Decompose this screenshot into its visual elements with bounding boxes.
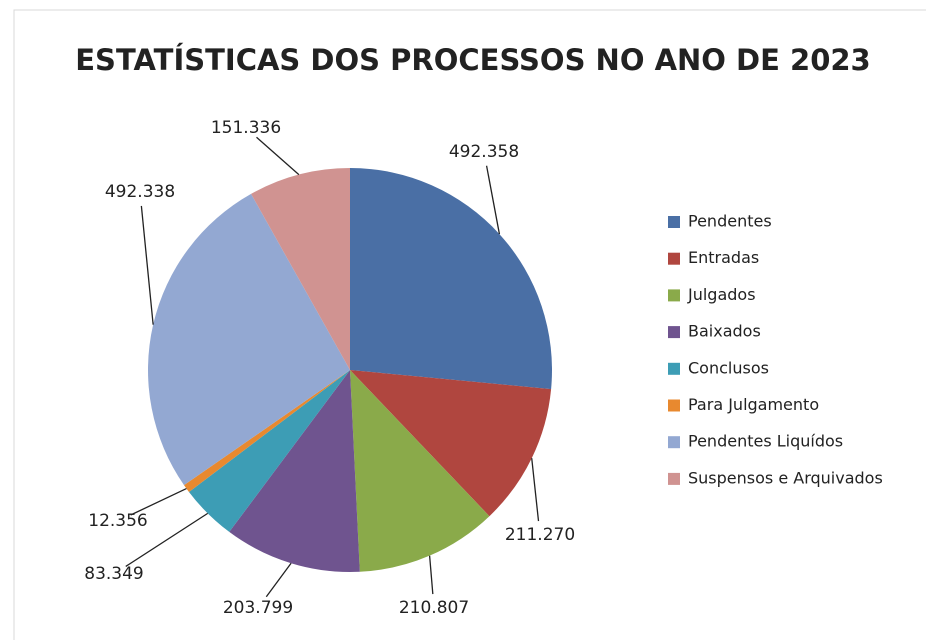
leader-line	[531, 458, 540, 522]
legend-label: Pendentes Liquídos	[688, 432, 843, 451]
data-label: 492.338	[105, 182, 175, 202]
pie-slice	[184, 370, 350, 492]
legend-swatch	[668, 326, 680, 339]
legend-swatch	[668, 472, 680, 485]
legend-swatch	[668, 216, 680, 228]
data-label: 203.799	[223, 598, 293, 618]
pie-slice	[148, 193, 350, 486]
legend-label: Para Julgamento	[688, 395, 819, 414]
legend-label: Baixados	[688, 322, 761, 341]
chart-title: ESTATÍSTICAS DOS PROCESSOS NO ANO DE 202…	[75, 43, 870, 77]
data-label: 151.336	[211, 118, 281, 138]
legend-label: Julgados	[687, 285, 756, 304]
legend-label: Entradas	[688, 248, 759, 267]
leader-line	[140, 205, 154, 325]
data-label: 12.356	[88, 511, 147, 531]
data-label: 492.358	[449, 142, 519, 162]
pie-slice	[251, 168, 350, 370]
leader-line	[485, 165, 501, 235]
pie-slice	[188, 370, 350, 532]
legend-swatch	[668, 436, 680, 449]
pie-slice	[350, 168, 552, 390]
legend-swatch	[668, 252, 680, 265]
pie-slice	[350, 370, 552, 517]
data-label: 210.807	[399, 598, 469, 618]
legend-label: Suspensos e Arquivados	[688, 468, 883, 487]
data-label: 211.270	[505, 525, 575, 545]
pie-slice	[350, 370, 490, 572]
leader-line	[130, 487, 187, 516]
leader-line	[428, 555, 434, 595]
leader-line	[125, 512, 209, 567]
data-label: 83.349	[84, 564, 143, 584]
legend-label: Pendentes	[688, 212, 772, 231]
legend-swatch	[668, 399, 680, 412]
leader-line	[265, 562, 292, 598]
pie-slice	[229, 370, 360, 572]
legend-label: Conclusos	[688, 358, 769, 377]
legend-swatch	[668, 362, 680, 375]
legend-swatch	[668, 289, 680, 302]
leader-line	[256, 136, 300, 176]
